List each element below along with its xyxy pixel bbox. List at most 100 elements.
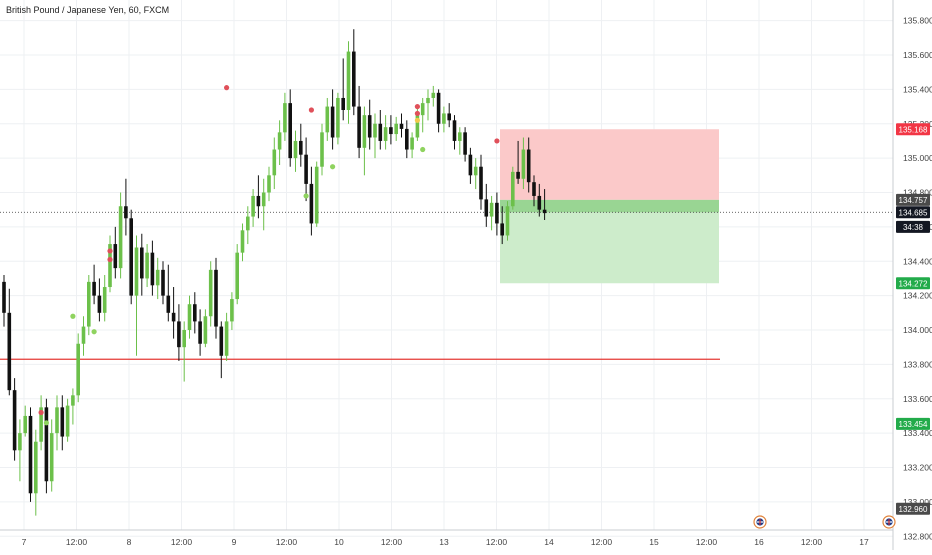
x-tick-label: 16: [754, 537, 764, 547]
signal-dot-red: [224, 85, 230, 91]
price-tags: 135.168 134.757 134.685 34:38 134.272 133.454…: [896, 123, 930, 515]
horizontal-level: [0, 211, 893, 360]
y-tick-label: 135.000: [903, 153, 932, 163]
candle-body: [410, 137, 414, 150]
candle-body: [261, 192, 266, 207]
candle-body: [155, 269, 160, 286]
event-flags: [753, 515, 896, 529]
signal-dot-green: [420, 146, 426, 153]
candle-body: [97, 295, 102, 313]
candle-body: [383, 127, 388, 141]
price-tag: [896, 123, 930, 136]
candle-body: [92, 281, 96, 296]
x-tick-label: 12:00: [381, 537, 403, 547]
x-tick-label: 10: [334, 537, 344, 547]
candle-body: [256, 195, 261, 207]
y-tick-label: 134.000: [903, 325, 932, 335]
candle-body: [367, 115, 372, 138]
candles: [2, 29, 547, 516]
candle-body: [198, 321, 202, 344]
candle-body: [489, 202, 494, 217]
candle-body: [500, 223, 504, 236]
x-tick-label: 14: [544, 537, 554, 547]
candle-body: [399, 123, 404, 129]
x-tick-label: 15: [649, 537, 659, 547]
y-tick-label: 133.600: [903, 394, 932, 404]
candle-body: [246, 216, 250, 231]
candle-body: [34, 441, 38, 494]
stop-loss-zone: [500, 129, 719, 200]
candle-body: [39, 407, 43, 442]
price-tag: [896, 277, 930, 290]
x-tick-label: 9: [232, 537, 237, 547]
candle-body: [415, 115, 420, 138]
uk-flag-icon[interactable]: [753, 515, 767, 529]
signal-dot-green: [70, 313, 76, 319]
candle-body: [171, 312, 176, 322]
candle-body: [299, 140, 303, 155]
candle-body: [65, 405, 70, 437]
y-tick-label: 134.400: [903, 256, 932, 266]
candle-body: [309, 183, 314, 224]
candle-body: [505, 206, 510, 236]
candle-body: [426, 97, 430, 104]
candle-body: [442, 113, 446, 124]
candle-body: [134, 247, 139, 296]
candle-body: [283, 103, 287, 133]
candle-body: [352, 51, 356, 107]
candle-body: [18, 433, 22, 451]
chart-title: British Pound / Japanese Yen, 60, FXCM: [6, 5, 169, 15]
x-tick-label: 12:00: [66, 537, 88, 547]
signal-dot-green: [91, 329, 97, 335]
candle-body: [108, 244, 112, 288]
price-tag: [896, 220, 930, 233]
candle-body: [420, 103, 425, 116]
y-tick-label: 133.000: [903, 497, 932, 507]
candle-body: [389, 127, 393, 135]
signal-dot-red: [414, 110, 420, 117]
candle-body: [44, 407, 49, 482]
x-tick-label: 12:00: [276, 537, 298, 547]
candle-body: [336, 97, 340, 138]
candle-body: [87, 281, 91, 327]
y-tick-label: 135.800: [903, 16, 932, 26]
x-tick-label: 12:00: [591, 537, 613, 547]
candle-body: [129, 218, 133, 296]
y-tick-label: 135.600: [903, 50, 932, 60]
candle-body: [230, 299, 234, 322]
candle-body: [463, 132, 467, 155]
signal-dot-red: [308, 107, 314, 113]
candle-body: [224, 321, 229, 356]
y-tick-label: 135.400: [903, 84, 932, 94]
take-profit-zone: [500, 199, 719, 284]
candle-body: [118, 206, 123, 269]
uk-flag-icon[interactable]: [882, 515, 896, 529]
signal-dot-red: [38, 409, 44, 416]
candle-body: [468, 154, 473, 176]
candle-body: [203, 316, 208, 344]
candle-body: [521, 149, 526, 179]
signal-dot-green: [330, 164, 336, 170]
x-tick-label: 13: [439, 537, 449, 547]
candle-body: [293, 140, 298, 159]
candle-body: [431, 92, 436, 98]
candle-body: [240, 230, 245, 253]
x-tick-label: 12:00: [486, 537, 508, 547]
candle-body: [102, 287, 107, 313]
y-tick-label: 132.800: [903, 531, 932, 541]
entry-band: [500, 199, 719, 213]
candle-body: [314, 166, 319, 224]
candle-body: [304, 154, 308, 184]
candle-body: [214, 269, 218, 327]
candle-body: [330, 106, 335, 138]
candle-body: [405, 128, 409, 150]
candle-body: [479, 166, 483, 200]
candle-body: [76, 343, 80, 396]
candle-body: [150, 252, 155, 286]
candle-body: [23, 415, 27, 434]
signal-dot-green: [303, 193, 309, 199]
price-tag-label: 134.272: [899, 279, 928, 288]
candle-body: [526, 149, 531, 183]
